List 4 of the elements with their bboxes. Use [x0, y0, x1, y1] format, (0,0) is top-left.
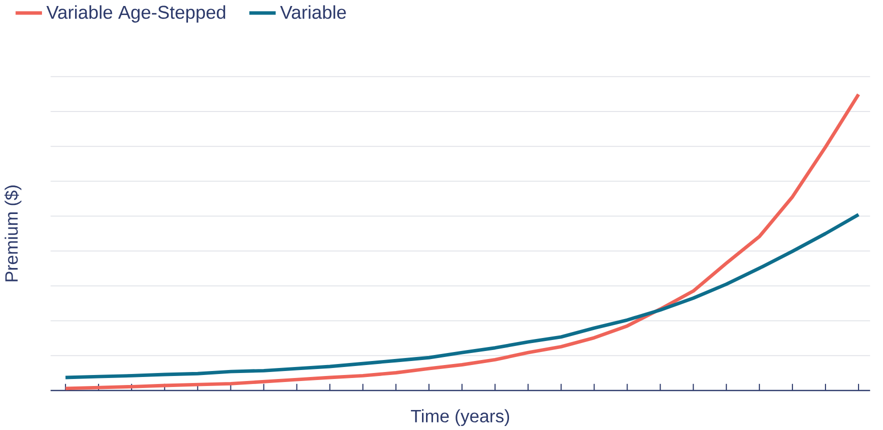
y-axis-title: Premium ($) [4, 185, 22, 282]
legend-label: Variable Age-Stepped [46, 5, 226, 22]
x-axis-title: Time (years) [410, 409, 510, 426]
legend-label: Variable [280, 5, 346, 19]
